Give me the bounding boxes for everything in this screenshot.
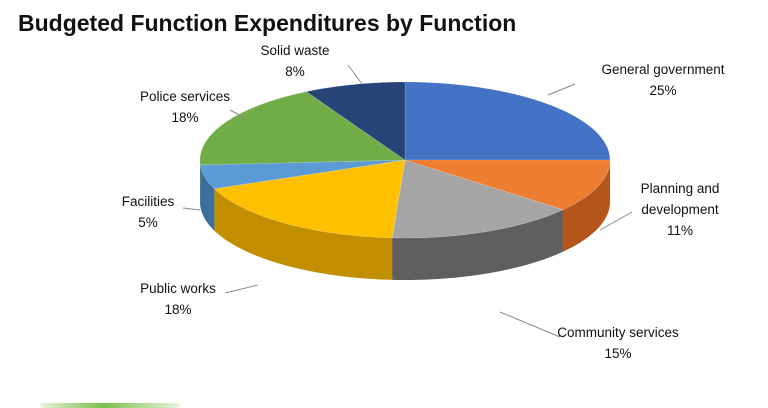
pie-side-2: [392, 209, 563, 280]
pie-slice-6: [305, 81, 406, 161]
leader-line-4: [182, 207, 201, 211]
pie-slice-5: [199, 91, 406, 166]
leader-line-1: [599, 211, 633, 231]
slice-label-4: Facilities 5%: [122, 194, 175, 230]
leader-line-0: [547, 83, 576, 96]
slice-labels: General government 25% Planning and develop…: [122, 43, 725, 361]
pie-slice-0: [404, 81, 611, 161]
leader-line-5: [229, 109, 246, 119]
pie-slice-2: [391, 159, 564, 239]
slice-label-5: Police services 18%: [140, 89, 230, 125]
pie-sides: [200, 160, 610, 280]
pie-slice-1: [404, 159, 611, 211]
leader-line-3: [224, 284, 259, 294]
pie-slice-3: [213, 159, 406, 239]
decorative-bar: [40, 403, 180, 408]
slice-label-3: Public works 18%: [140, 281, 216, 317]
leader-line-6: [347, 64, 363, 85]
slice-label-1: Planning and development 11%: [641, 181, 720, 238]
pie-side-3: [214, 188, 393, 280]
pie-side-4: [200, 164, 215, 231]
slice-label-2: Community services 15%: [557, 325, 679, 361]
slice-label-0: General government 25%: [601, 62, 724, 98]
chart-title: Budgeted Function Expenditures by Functi…: [18, 10, 517, 36]
pie-slice-4: [200, 159, 406, 190]
leader-line-2: [499, 311, 561, 338]
slice-label-6: Solid waste 8%: [260, 43, 329, 79]
pie-tops: [199, 81, 611, 239]
pie-side-1: [562, 160, 610, 252]
